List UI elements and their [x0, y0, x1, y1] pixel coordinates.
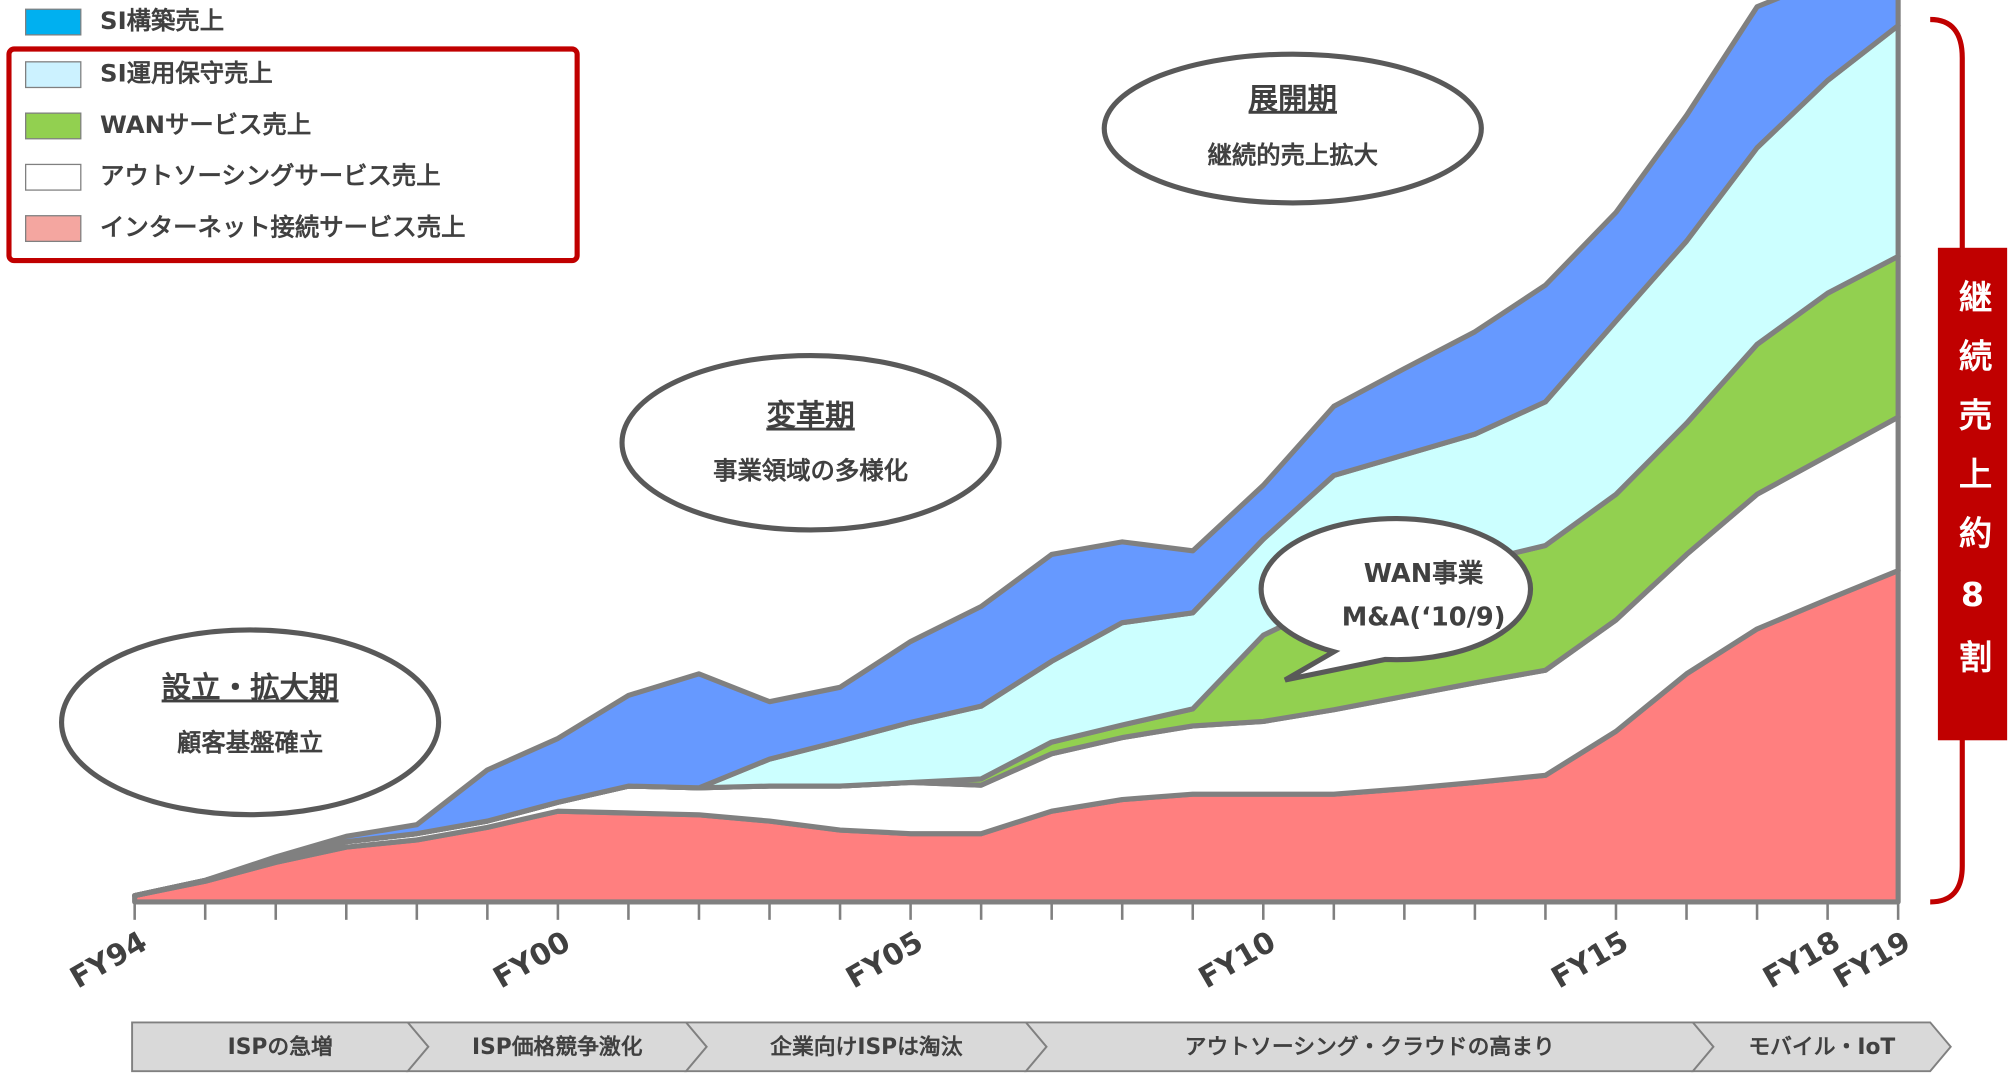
annotation-title: 展開期 — [1249, 82, 1337, 116]
x-tick-label: FY10 — [1193, 924, 1281, 995]
legend-highlight — [6, 46, 580, 264]
x-tick-label: FY15 — [1546, 924, 1634, 995]
x-tick-label: FY19 — [1828, 924, 1916, 995]
annotation-subtitle: 継続的売上拡大 — [1208, 141, 1379, 170]
phase-chevron — [1690, 1021, 1952, 1073]
callout-text: WAN事業 — [1364, 559, 1484, 589]
legend-label: SI運用保守売上 — [100, 59, 273, 88]
legend: SI構築売上 SI運用保守売上 WANサービス売上アウトソーシングサービス売上インタ… — [25, 6, 465, 243]
phase-label: アウトソーシング・クラウドの高まり — [1185, 1034, 1555, 1060]
plot-area — [132, 0, 1901, 905]
annotation-ellipse — [1101, 51, 1484, 206]
legend-swatch — [25, 112, 82, 140]
phase-label: モバイル・IoT — [1748, 1035, 1895, 1060]
annotation-subtitle: 事業領域の多様化 — [713, 456, 908, 485]
legend-swatch — [25, 163, 82, 191]
legend-swatch — [25, 8, 82, 36]
callout-text: M&A(‘10/9) — [1342, 602, 1506, 632]
callout-bubble — [1258, 516, 1534, 683]
x-tick-label: FY05 — [840, 924, 928, 995]
x-tick-label: FY94 — [64, 924, 152, 995]
bracket-label: 継続売上約8割 — [1953, 280, 1992, 699]
x-tick-label: FY18 — [1757, 924, 1845, 995]
legend-swatch — [25, 61, 82, 89]
phase-bar: ISPの急増 ISP価格競争激化 企業向けISPは淘汰 アウトソーシング・クラウドの高… — [131, 1021, 1952, 1073]
legend-label: SI構築売上 — [100, 6, 224, 35]
annotation-shapes — [58, 51, 1534, 818]
phase-label: 企業向けISPは淘汰 — [770, 1034, 963, 1060]
legend-label: WANサービス売上 — [100, 110, 311, 139]
annotation-title: 設立・拡大期 — [162, 670, 339, 704]
phase-label: ISP価格競争激化 — [472, 1034, 643, 1060]
annotation-title: 変革期 — [766, 399, 854, 433]
bracket-label-box — [1937, 247, 2008, 741]
legend-label: アウトソーシングサービス売上 — [100, 161, 441, 190]
legend-swatch — [25, 215, 82, 243]
annotation-ellipse — [58, 627, 442, 818]
phase-label: ISPの急増 — [228, 1034, 333, 1060]
annotation-texts: 設立・拡大期 顧客基盤確立 変革期 事業領域の多様化 展開期 継続的売上拡大 W… — [162, 82, 1506, 757]
annotation-ellipse — [619, 352, 1002, 533]
x-tick-label: FY00 — [487, 924, 575, 995]
area — [132, 0, 1901, 899]
annotation-subtitle: 顧客基盤確立 — [177, 728, 323, 757]
legend-label: インターネット接続サービス売上 — [100, 213, 465, 242]
